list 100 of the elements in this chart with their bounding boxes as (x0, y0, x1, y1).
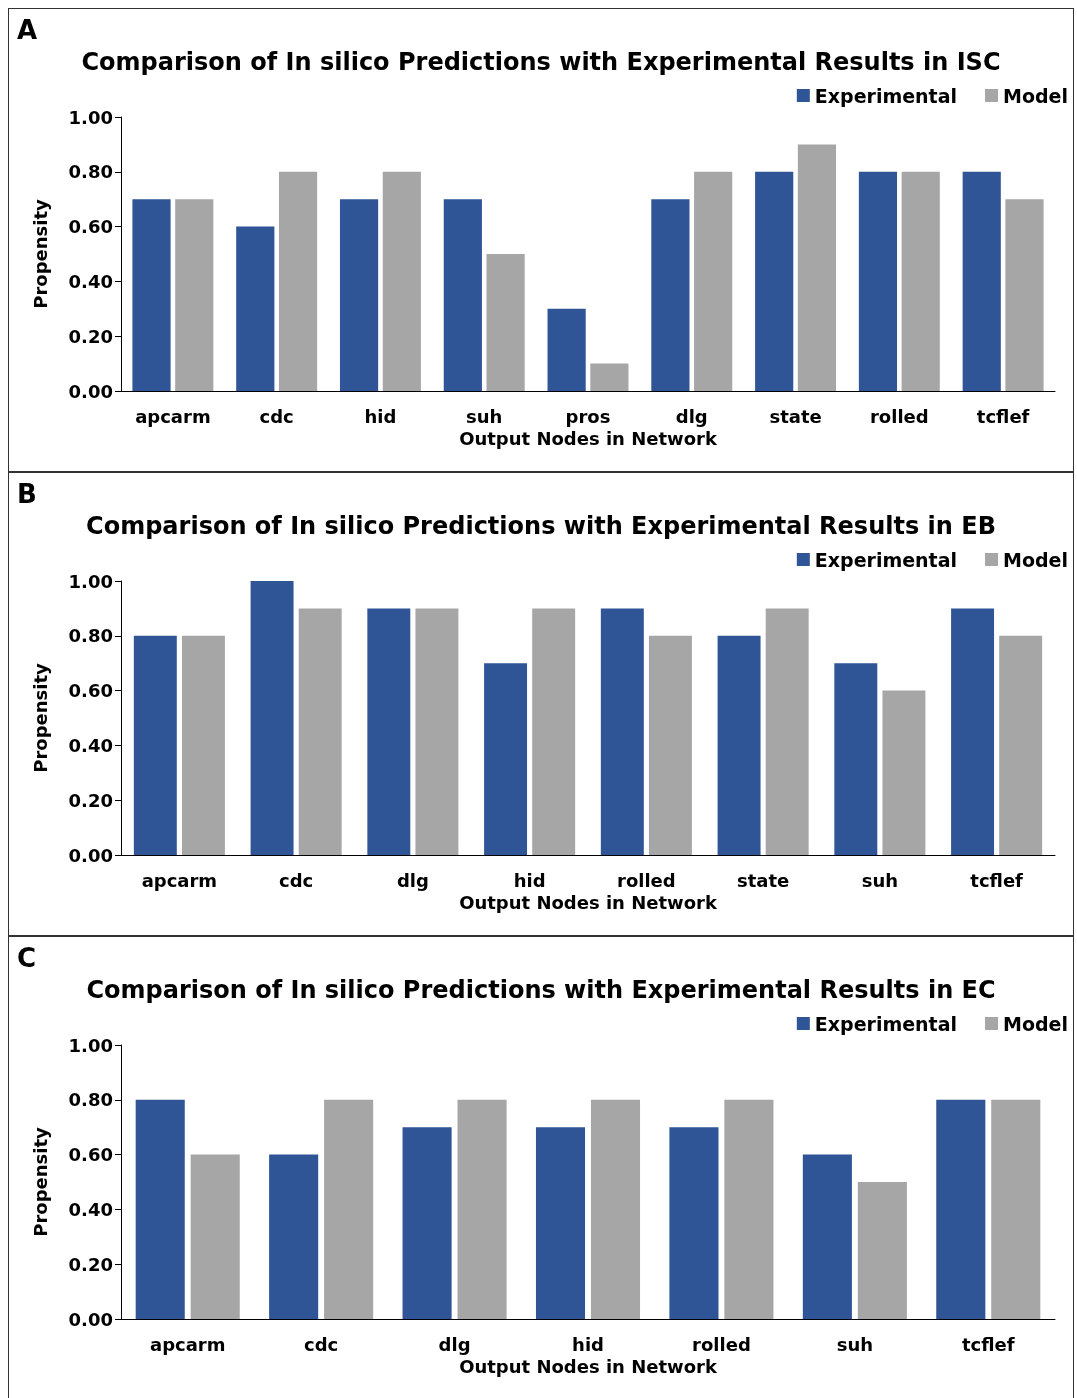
x-tick-label: state (769, 405, 822, 427)
bar (651, 199, 690, 391)
bar (367, 608, 411, 855)
y-tick-label: 0.60 (68, 216, 113, 238)
bar (269, 1154, 319, 1319)
y-tick-label: 0.80 (68, 1089, 113, 1111)
bar (486, 254, 525, 391)
bar (755, 171, 794, 391)
bar (132, 199, 171, 391)
y-axis-title: Propensity (29, 1126, 51, 1237)
y-axis-title: Propensity (29, 662, 51, 773)
legend-label: Experimental (814, 1012, 958, 1035)
bar (648, 635, 692, 855)
bar (694, 171, 733, 391)
bar (717, 635, 761, 855)
x-tick-label: tcflef (961, 1333, 1015, 1355)
x-tick-label: hid (364, 405, 397, 427)
text: C (17, 943, 37, 973)
x-tick-label: pros (565, 405, 611, 427)
x-tick-label: apcarm (149, 1333, 226, 1355)
bar (190, 1154, 240, 1319)
bar (457, 1099, 507, 1319)
chart-title: Comparison of In silico Predictions with Experimental Results in EB (86, 512, 996, 540)
y-tick-label: 0.80 (68, 161, 113, 183)
x-tick-label: hid (572, 1333, 604, 1355)
x-tick-label: rolled (869, 405, 929, 427)
y-tick-label: 0.20 (68, 1253, 113, 1275)
bar (175, 199, 214, 391)
text: B (17, 479, 37, 509)
y-tick-label: 0.40 (68, 270, 113, 292)
x-tick-label: tcflef (976, 405, 1030, 427)
y-tick-label: 1.00 (68, 1034, 113, 1056)
bar (962, 171, 1001, 391)
bar (999, 635, 1043, 855)
bar (402, 1127, 452, 1319)
x-tick-label: apcarm (135, 405, 211, 427)
bar (936, 1099, 986, 1319)
bar (882, 690, 926, 855)
y-tick-label: 0.00 (68, 1308, 113, 1330)
bar (901, 171, 940, 391)
bar (797, 144, 837, 391)
bar (339, 199, 379, 391)
x-axis-title: Output Nodes in Network (459, 428, 718, 450)
x-tick-label: state (736, 869, 790, 891)
bar (181, 635, 225, 855)
x-tick-label: rolled (617, 869, 676, 891)
y-axis-title: Propensity (29, 198, 51, 309)
x-tick-label: suh (836, 1333, 874, 1355)
bar (135, 1099, 185, 1319)
y-tick-label: 0.00 (68, 380, 113, 402)
chart-title: Comparison of In silico Predictions with Experimental Results in EC (86, 976, 996, 1004)
bar (443, 199, 482, 391)
bar (484, 663, 528, 855)
y-tick-label: 0.80 (68, 625, 113, 647)
y-tick-label: 0.20 (68, 789, 113, 811)
bar (724, 1099, 774, 1319)
bar (532, 608, 576, 855)
y-tick-label: 0.20 (68, 325, 113, 347)
x-tick-label: cdc (259, 405, 294, 427)
bar (802, 1154, 852, 1319)
x-tick-label: rolled (692, 1333, 751, 1355)
bar (415, 608, 459, 855)
y-tick-label: 1.00 (68, 106, 113, 128)
bar (133, 635, 177, 855)
x-tick-label: suh (466, 405, 503, 427)
bar (590, 363, 629, 391)
legend-label: Experimental (814, 84, 958, 107)
y-tick-label: 0.40 (68, 734, 113, 756)
bar (324, 1099, 374, 1319)
bar (600, 608, 644, 855)
bar (991, 1099, 1041, 1319)
x-axis-title: Output Nodes in Network (459, 1356, 718, 1378)
x-tick-label: apcarm (141, 869, 218, 891)
y-tick-label: 0.60 (68, 680, 113, 702)
bar (298, 608, 342, 855)
bar (951, 608, 995, 855)
legend-label: Model (1003, 84, 1069, 107)
bar (1005, 199, 1044, 391)
x-tick-label: dlg (675, 405, 708, 427)
y-tick-label: 1.00 (68, 570, 113, 592)
bar (590, 1099, 641, 1319)
bar (278, 171, 318, 391)
legend-label: Model (1003, 1012, 1069, 1035)
y-tick-label: 0.60 (68, 1144, 113, 1166)
bar (382, 171, 421, 391)
bar (535, 1127, 586, 1319)
x-tick-label: tcflef (970, 869, 1024, 891)
bar (236, 226, 275, 391)
x-tick-label: dlg (438, 1333, 471, 1355)
bar (765, 608, 809, 855)
bar (547, 308, 586, 391)
x-axis-title: Output Nodes in Network (459, 892, 718, 914)
bar (250, 581, 294, 855)
x-tick-label: hid (513, 869, 546, 891)
bar (858, 171, 898, 391)
legend-label: Experimental (814, 548, 958, 571)
bar (834, 663, 878, 855)
chart-title: Comparison of In silico Predictions with Experimental Results in ISC (81, 48, 1001, 76)
x-tick-label: suh (861, 869, 899, 891)
x-tick-label: cdc (304, 1333, 339, 1355)
